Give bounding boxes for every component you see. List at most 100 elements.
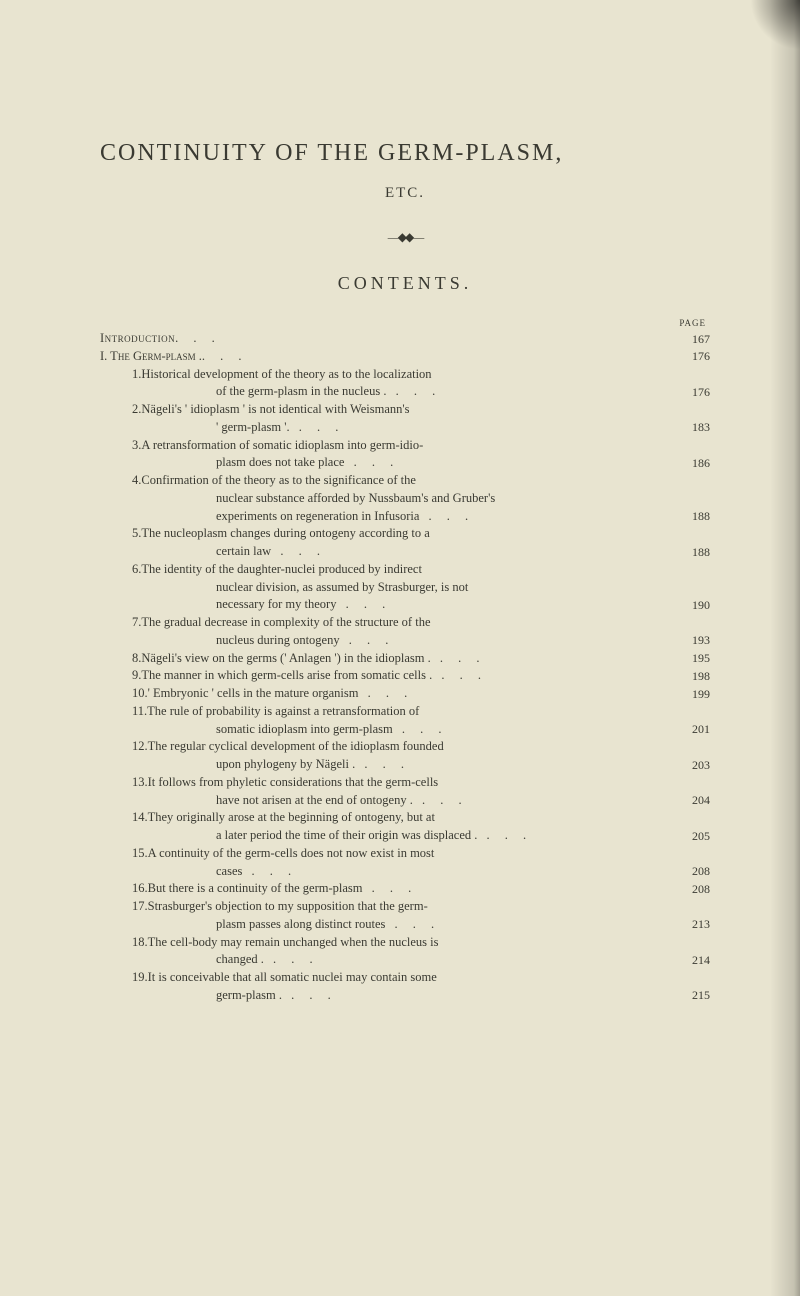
toc-entry: 16. But there is a continuity of the ger… <box>100 880 710 898</box>
subtitle: ETC. <box>100 185 710 202</box>
toc-entry-label: 14. <box>132 809 148 827</box>
toc-entry-continuation: plasm does not take place . . . <box>216 454 678 472</box>
toc-entry-continuation: certain law . . . <box>216 543 678 561</box>
toc-entry: certain law . . .188 <box>100 543 710 561</box>
leader-dots: . . . <box>344 455 399 469</box>
toc-entry: 2. Nägeli's ' idioplasm ' is not identic… <box>100 401 710 419</box>
toc-page-number: 204 <box>678 792 710 809</box>
toc-page-number: 208 <box>678 881 710 898</box>
toc-entry-text: Nägeli's view on the germs (' Anlagen ')… <box>141 650 678 668</box>
toc-entry-text: The gradual decrease in complexity of th… <box>141 614 678 632</box>
toc-entry-continuation: changed . . . . <box>216 951 678 969</box>
toc-entry-label: 12. <box>132 738 148 756</box>
toc-entry-text: It is conceivable that all somatic nucle… <box>148 969 678 987</box>
toc-entry: 4. Confirmation of the theory as to the … <box>100 472 710 490</box>
toc-page-number: 190 <box>678 597 710 614</box>
toc-entry: experiments on regeneration in Infusoria… <box>100 508 710 526</box>
toc-entry-label: 16. <box>132 880 148 898</box>
toc-entry: 7. The gradual decrease in complexity of… <box>100 614 710 632</box>
toc-page-number: 176 <box>678 348 710 365</box>
toc-entry-text: They originally arose at the beginning o… <box>148 809 678 827</box>
toc-entry-text: The manner in which germ-cells arise fro… <box>141 667 678 685</box>
ornament-divider: —◆◆— <box>100 230 710 245</box>
toc-entry: 14. They originally arose at the beginni… <box>100 809 710 827</box>
toc-entry: 15. A continuity of the germ-cells does … <box>100 845 710 863</box>
toc-entry: 13. It follows from phyletic considerati… <box>100 774 710 792</box>
contents-heading: CONTENTS. <box>100 273 710 294</box>
toc-entry: plasm passes along distinct routes . . .… <box>100 916 710 934</box>
leader-dots: . . . <box>175 331 221 345</box>
toc-page-number: 198 <box>678 668 710 685</box>
leader-dots: . . . <box>242 864 297 878</box>
toc-page-number: 193 <box>678 632 710 649</box>
toc-entry-continuation: necessary for my theory . . . <box>216 596 678 614</box>
toc-entry: 6. The identity of the daughter-nuclei p… <box>100 561 710 579</box>
leader-dots: . . . <box>419 509 474 523</box>
toc-entry-continuation: plasm passes along distinct routes . . . <box>216 916 678 934</box>
leader-dots: . . . <box>271 544 326 558</box>
toc-entry-label: 8. <box>132 650 141 668</box>
leader-dots: . . . <box>202 349 248 363</box>
toc-entry-text: Strasburger's objection to my suppositio… <box>148 898 678 916</box>
toc-entry: a later period the time of their origin … <box>100 827 710 845</box>
toc-entry-text: The cell-body may remain unchanged when … <box>148 934 678 952</box>
toc-entry: 8. Nägeli's view on the germs (' Anlagen… <box>100 650 710 668</box>
toc-entry-label: 2. <box>132 401 141 419</box>
toc-entry: 5. The nucleoplasm changes during ontoge… <box>100 525 710 543</box>
toc-entry-text: Nägeli's ' idioplasm ' is not identical … <box>141 401 678 419</box>
toc-entry: ' germ-plasm '. . . .183 <box>100 419 710 437</box>
toc-entry-continuation: germ-plasm . . . . <box>216 987 678 1005</box>
toc-entry-text: Confirmation of the theory as to the sig… <box>141 472 678 490</box>
toc-page-number: 208 <box>678 863 710 880</box>
toc-entry-text: . . . <box>175 330 678 348</box>
toc-entry-text: A retransformation of somatic idioplasm … <box>141 437 678 455</box>
toc-entry-text: Historical development of the theory as … <box>141 366 678 384</box>
leader-dots: . . . <box>363 881 418 895</box>
toc-entry-label: 19. <box>132 969 148 987</box>
leader-dots: . . . <box>355 757 410 771</box>
toc-entry-text: The nucleoplasm changes during ontogeny … <box>141 525 678 543</box>
toc-page-number: 201 <box>678 721 710 738</box>
toc-page-number: 167 <box>678 331 710 348</box>
leader-dots: . . . <box>340 633 395 647</box>
toc-entry-continuation: a later period the time of their origin … <box>216 827 678 845</box>
toc-entry-label: 1. <box>132 366 141 384</box>
toc-page-number: 203 <box>678 757 710 774</box>
toc-entry: of the germ-plasm in the nucleus . . . .… <box>100 383 710 401</box>
toc-entry-label: 11. <box>132 703 147 721</box>
toc-entry: plasm does not take place . . .186 <box>100 454 710 472</box>
toc-entry-text: The rule of probability is against a ret… <box>147 703 678 721</box>
toc-entry-text: The regular cyclical development of the … <box>148 738 678 756</box>
page-container: CONTINUITY OF THE GERM-PLASM, ETC. —◆◆— … <box>0 0 800 1045</box>
toc-entry-continuation: upon phylogeny by Nägeli . . . . <box>216 756 678 774</box>
corner-shadow <box>750 0 800 50</box>
toc-entry: 12. The regular cyclical development of … <box>100 738 710 756</box>
toc-entry-continuation: nuclear substance afforded by Nussbaum's… <box>216 490 678 508</box>
leader-dots: . . . <box>336 597 391 611</box>
toc-entry: 11. The rule of probability is against a… <box>100 703 710 721</box>
toc-entry: 19. It is conceivable that all somatic n… <box>100 969 710 987</box>
toc-entry: necessary for my theory . . .190 <box>100 596 710 614</box>
toc-entry-label: 17. <box>132 898 148 916</box>
toc-page-number: 213 <box>678 916 710 933</box>
toc-entry-text: A continuity of the germ-cells does not … <box>148 845 678 863</box>
toc-page-number: 214 <box>678 952 710 969</box>
toc-page-number: 215 <box>678 987 710 1004</box>
toc-entry-text: ' Embryonic ' cells in the mature organi… <box>148 685 678 703</box>
page-column-label: PAGE <box>100 318 710 328</box>
toc-page-number: 199 <box>678 686 710 703</box>
toc-entry-continuation: have not arisen at the end of ontogeny .… <box>216 792 678 810</box>
toc-entry-continuation: experiments on regeneration in Infusoria… <box>216 508 678 526</box>
toc-entry-continuation: nuclear division, as assumed by Strasbur… <box>216 579 678 597</box>
leader-dots: . . . <box>358 686 413 700</box>
toc-page-number: 195 <box>678 650 710 667</box>
toc-entry-label: 18. <box>132 934 148 952</box>
toc-entry-label: Introduction <box>100 330 175 348</box>
leader-dots: . . . <box>264 952 319 966</box>
toc-entry: 18. The cell-body may remain unchanged w… <box>100 934 710 952</box>
toc-entry-label: 7. <box>132 614 141 632</box>
toc-entry-continuation: somatic idioplasm into germ-plasm . . . <box>216 721 678 739</box>
toc-entry: changed . . . .214 <box>100 951 710 969</box>
toc-page-number: 188 <box>678 544 710 561</box>
leader-dots: . . . <box>393 722 448 736</box>
